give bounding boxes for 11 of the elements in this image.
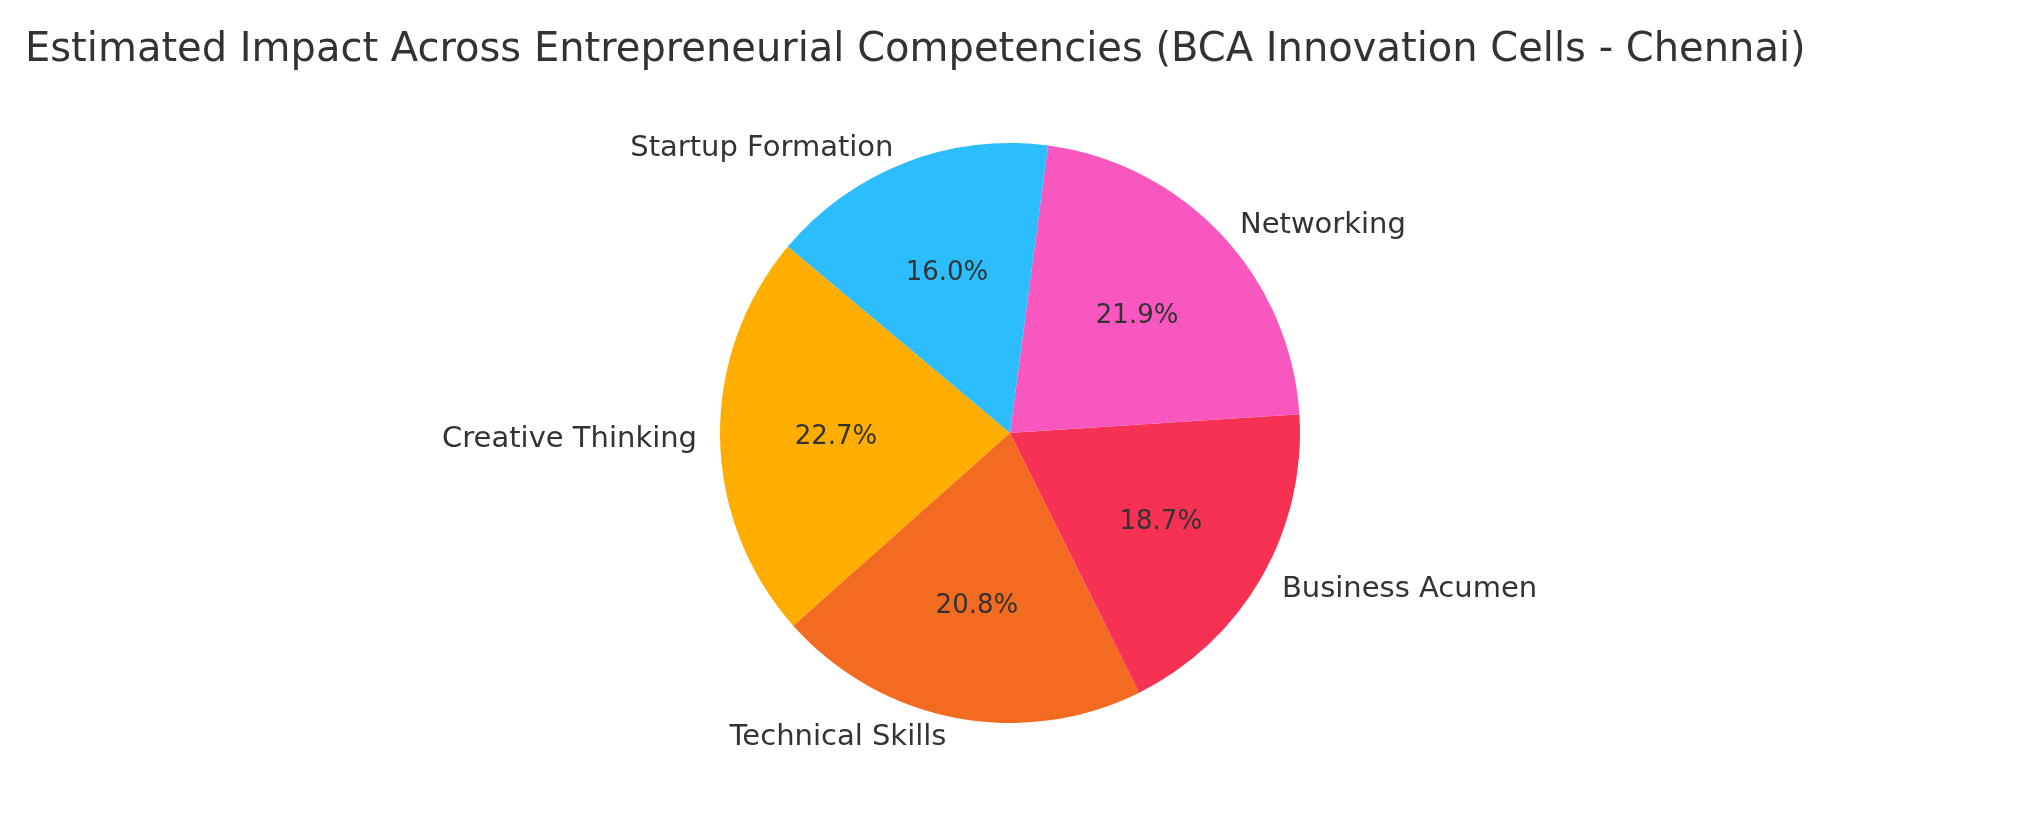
data-label: 22.7% — [794, 420, 878, 451]
data-label: 18.7% — [1119, 504, 1203, 535]
data-label: 21.9% — [1095, 299, 1179, 330]
data-label: 20.8% — [935, 588, 1019, 619]
chart-title: Estimated Impact Across Entrepreneurial Competencies (BCA Innovation Cells - Chennai) — [25, 24, 1806, 70]
slice-label: Creative Thinking — [442, 420, 698, 455]
slice-label: Networking — [1239, 205, 1406, 240]
slice-label: Technical Skills — [728, 718, 947, 753]
data-label: 16.0% — [905, 255, 989, 286]
slice-label: Business Acumen — [1281, 569, 1538, 604]
slice-label: Startup Formation — [630, 128, 894, 163]
